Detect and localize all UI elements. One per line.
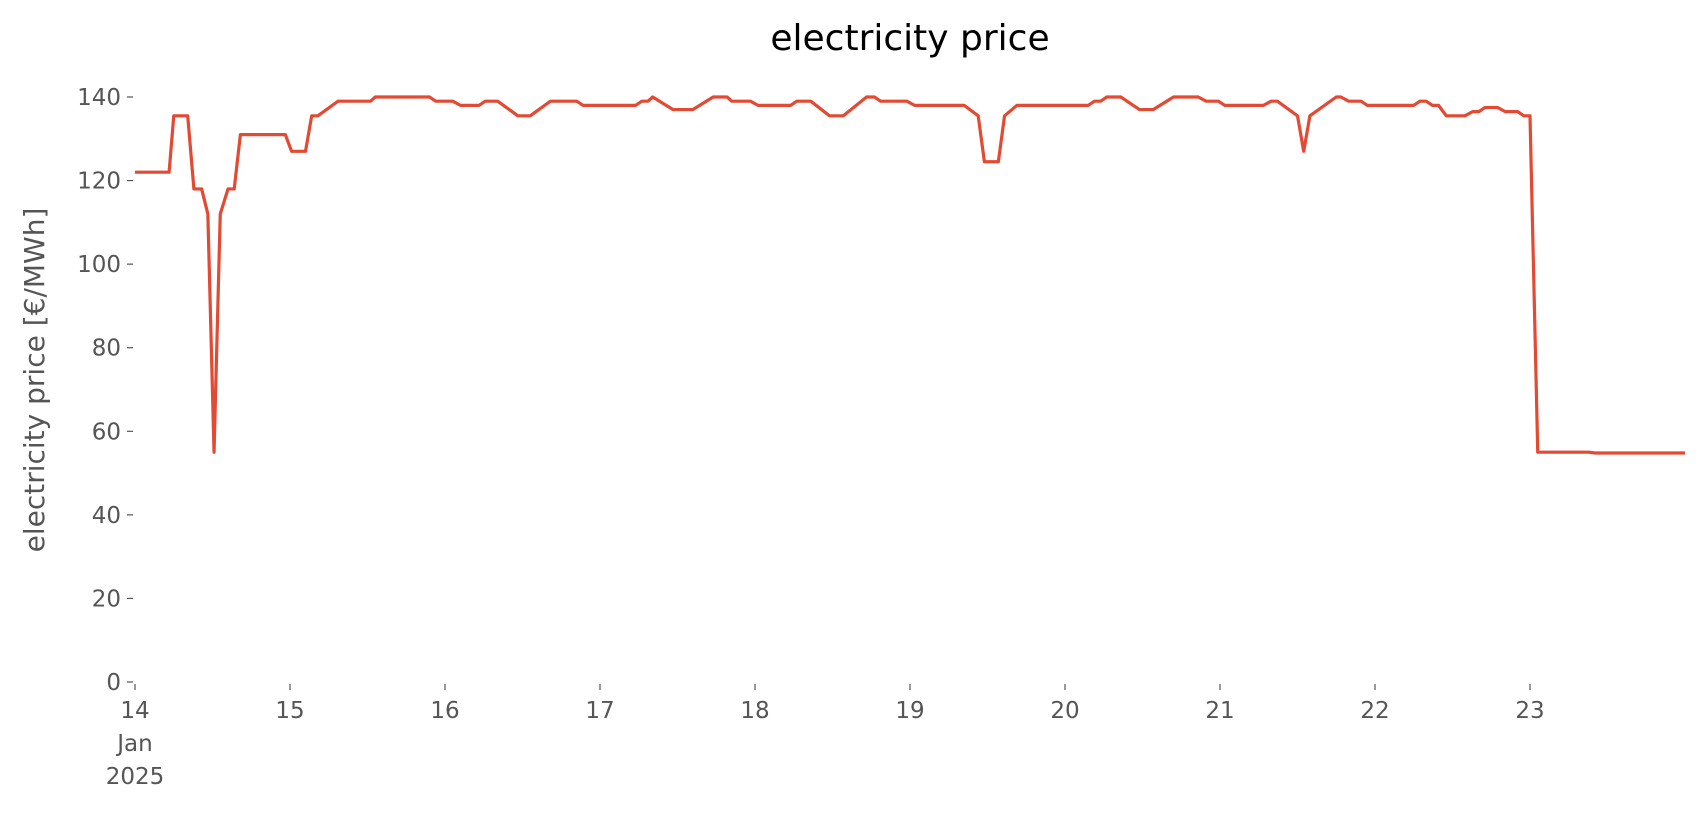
- x-tick-label: 21: [1205, 698, 1234, 724]
- chart-title: electricity price: [770, 18, 1049, 59]
- x-tick-label: 20: [1050, 698, 1079, 724]
- x-tick-label: 14 Jan 2025: [106, 698, 165, 790]
- x-tick-label: 23: [1515, 698, 1544, 724]
- price-line: [135, 95, 1685, 455]
- x-tick-label: 16: [430, 698, 459, 724]
- x-tick-label: 18: [740, 698, 769, 724]
- y-tick-label: 140: [77, 85, 121, 111]
- y-axis-label: electricity price [€/MWh]: [18, 208, 51, 553]
- y-tick-label: 20: [92, 586, 121, 612]
- y-tick-label: 80: [92, 336, 121, 362]
- x-tick-label: 22: [1360, 698, 1389, 724]
- y-tick-label: 100: [77, 252, 121, 278]
- y-tick-label: 40: [92, 503, 121, 529]
- x-tick-label: 19: [895, 698, 924, 724]
- y-tick-label: 120: [77, 169, 121, 195]
- x-tick-label: 15: [275, 698, 304, 724]
- y-tick-label: 0: [106, 670, 121, 696]
- y-tick-label: 60: [92, 419, 121, 445]
- x-tick-label: 17: [585, 698, 614, 724]
